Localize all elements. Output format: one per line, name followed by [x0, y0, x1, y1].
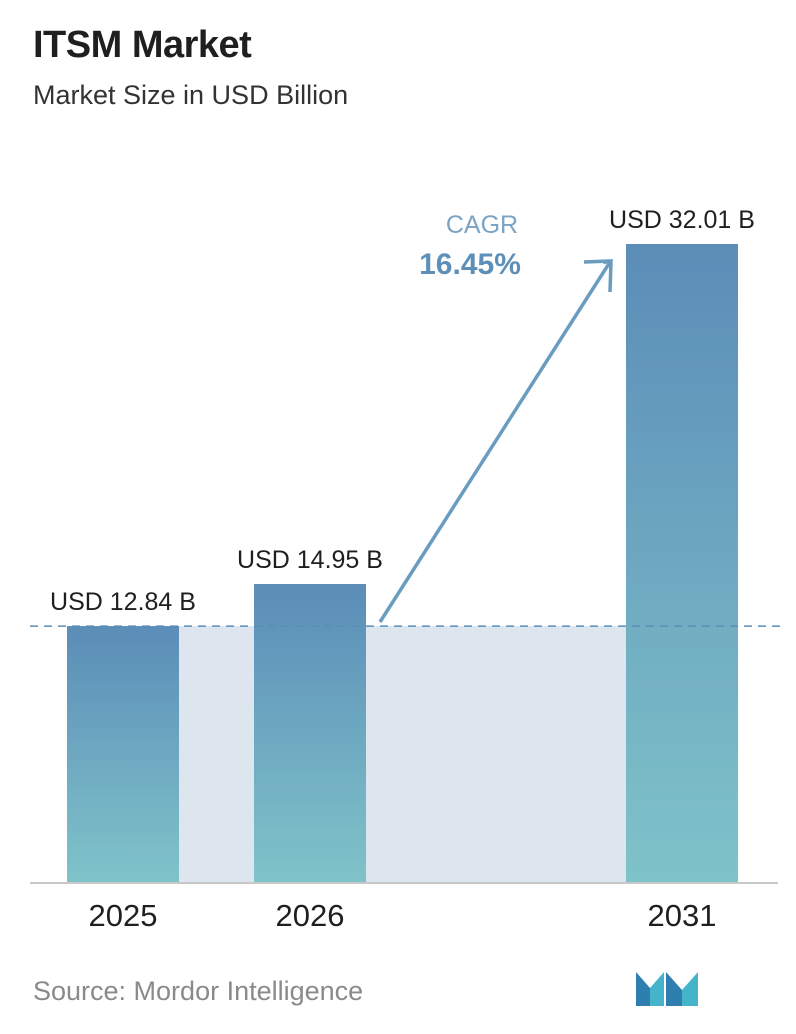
source-note: Source: Mordor Intelligence: [33, 976, 364, 1006]
x-tick-label-2031: 2031: [648, 898, 717, 933]
x-tick-label-2026: 2026: [276, 898, 345, 933]
chart-subtitle: Market Size in USD Billion: [33, 80, 349, 110]
cagr-value: 16.45%: [419, 248, 521, 281]
x-tick-label-2025: 2025: [89, 898, 158, 933]
cagr-arrow: [378, 262, 610, 623]
mordor-intelligence-logo-icon: [636, 972, 698, 1006]
bar-2026: [254, 584, 366, 882]
chart-title: ITSM Market: [33, 24, 252, 66]
cagr-arrowhead: [583, 259, 613, 293]
data-label-2026: USD 14.95 B: [237, 546, 383, 574]
bar-2025: [67, 626, 179, 882]
bar-chart: USD 12.84 B USD 14.95 B USD 32.01 B 2025 202…: [30, 206, 780, 933]
bar-2031: [626, 244, 738, 882]
data-label-2031: USD 32.01 B: [609, 206, 755, 234]
data-label-2025: USD 12.84 B: [50, 588, 196, 616]
cagr-label: CAGR: [446, 211, 518, 239]
